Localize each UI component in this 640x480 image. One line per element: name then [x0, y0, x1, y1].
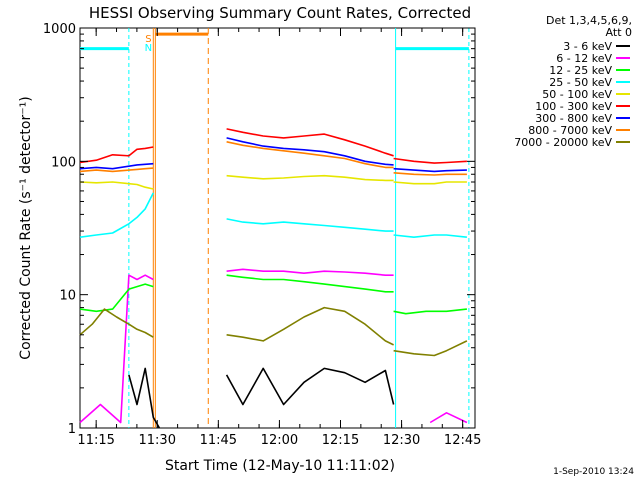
series-line-6-1 [226, 137, 394, 166]
legend-label: 50 - 100 keV [542, 88, 612, 101]
x-tick-label: 11:30 [139, 433, 176, 448]
y-tick-label: 10 [59, 289, 76, 304]
series-line-1-1 [226, 268, 394, 277]
legend-label: 25 - 50 keV [549, 76, 612, 89]
series-line-3-1 [226, 218, 394, 232]
y-axis-label: Corrected Count Rate (s⁻¹ detector⁻¹) [18, 96, 34, 359]
series-line-5-1 [226, 128, 394, 157]
legend-header-line: Det 1,3,4,5,6,9, [546, 14, 632, 27]
series-line-3-0 [79, 192, 155, 238]
series-line-1-0 [79, 274, 154, 424]
series-line-8-0 [79, 308, 154, 338]
series-line-2-2 [393, 308, 467, 315]
series-line-8-1 [226, 306, 394, 346]
y-tick-label: 100 [51, 155, 76, 170]
series-line-0-0 [128, 367, 161, 429]
x-tick-label: 11:45 [200, 433, 237, 448]
x-tick-label: 12:30 [383, 433, 420, 448]
y-tick-label: 1 [68, 422, 76, 437]
legend-label: 300 - 800 keV [535, 112, 612, 125]
series-line-4-1 [226, 174, 394, 182]
x-tick-label: 11:15 [77, 433, 114, 448]
series-line-5-0 [79, 146, 154, 164]
saa-marker-label: S [145, 34, 151, 45]
series-line-6-0 [79, 162, 154, 170]
y-tick-label: 1000 [43, 22, 76, 37]
timestamp: 1-Sep-2010 13:24 [553, 467, 634, 477]
series-line-3-2 [393, 234, 467, 238]
chart-title: HESSI Observing Summary Count Rates, Cor… [89, 4, 471, 22]
night-marker-label: N [145, 43, 152, 54]
series-line-2-0 [79, 283, 154, 313]
series-line-8-2 [393, 340, 468, 357]
legend-label: 12 - 25 keV [549, 64, 612, 77]
series-line-7-0 [79, 167, 154, 173]
series-line-4-2 [393, 181, 467, 185]
series-line-1-2 [429, 411, 468, 424]
plot-frame [79, 27, 476, 429]
series-line-2-1 [226, 274, 394, 293]
legend-label: 6 - 12 keV [556, 52, 612, 65]
series-line-7-1 [226, 141, 394, 169]
x-tick-label: 12:00 [261, 433, 298, 448]
legend-label: 800 - 7000 keV [528, 124, 612, 137]
x-tick-label: 12:45 [444, 433, 481, 448]
legend-label: 3 - 6 keV [563, 40, 612, 53]
series-line-5-2 [393, 157, 467, 164]
x-tick-label: 12:15 [322, 433, 359, 448]
series-line-4-0 [79, 181, 154, 190]
x-axis-label: Start Time (12-May-10 11:11:02) [165, 458, 395, 474]
legend-label: 7000 - 20000 keV [514, 136, 612, 149]
series-line-7-2 [393, 172, 467, 176]
legend-header-line: Att 0 [606, 26, 632, 39]
legend-label: 100 - 300 keV [535, 100, 612, 113]
series-line-6-2 [393, 167, 467, 173]
series-line-0-1 [225, 367, 395, 406]
